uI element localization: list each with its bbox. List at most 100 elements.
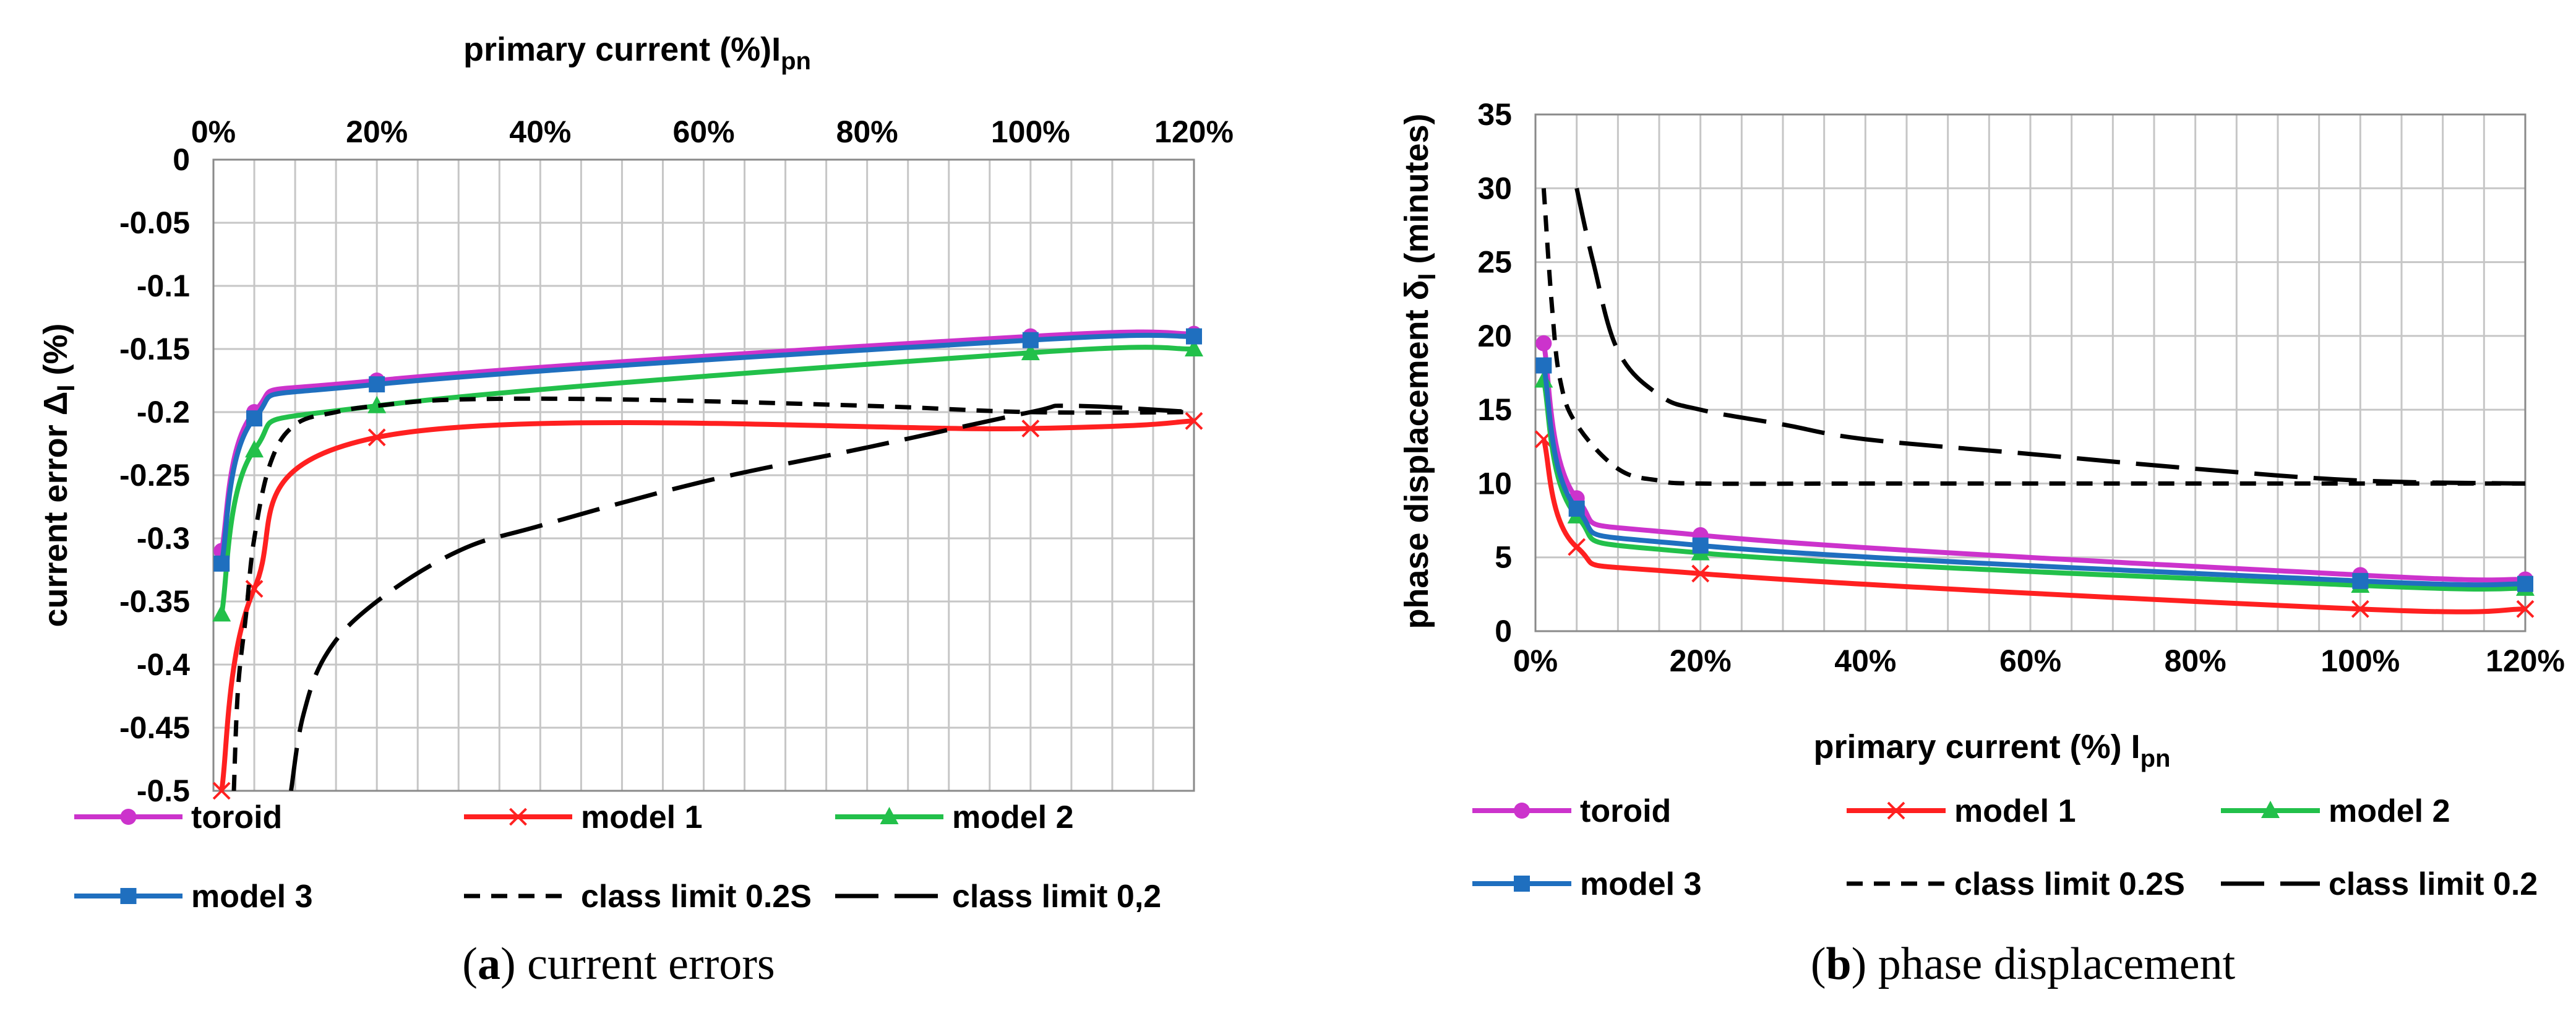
y-tick-label: -0.35 xyxy=(119,584,190,619)
legend-item-class-limit-0-2s: class limit 0.2S xyxy=(464,879,812,915)
series-line-model-2 xyxy=(219,345,1194,615)
data-point-model-3 xyxy=(1022,332,1039,348)
data-point-model-2 xyxy=(1021,343,1040,361)
y-tick-label: -0.05 xyxy=(119,205,190,240)
panel-phase-displacement: 0% 20% 40% 60% 80% 100% 120% 0 5 10 15 20 25 30 35 pr… xyxy=(1398,97,2565,989)
y-tick-labels-a: 0 -0.05 -0.1 -0.15 -0.2 -0.25 -0.3 -0.35 -0.4 -0.… xyxy=(119,142,190,808)
series-line-class-limit-0-2 xyxy=(289,403,1194,791)
x-tick-label: 0% xyxy=(191,114,236,149)
y-tick-label: -0.3 xyxy=(137,521,190,556)
legend-label: class limit 0,2 xyxy=(952,879,1161,915)
y-tick-label: -0.1 xyxy=(137,269,190,303)
legend-label: class limit 0.2 xyxy=(2329,866,2538,902)
data-point-model-1 xyxy=(2351,600,2369,618)
legend-label: model 3 xyxy=(1580,866,1702,902)
series-line-toroid xyxy=(1541,342,2525,583)
legend-label: class limit 0.2S xyxy=(1954,866,2185,902)
legend-item-class-limit-0-2: class limit 0.2 xyxy=(2221,866,2538,902)
y-tick-label: 10 xyxy=(1477,466,1512,501)
x-tick-label: 120% xyxy=(2486,644,2565,678)
x-tick-label: 100% xyxy=(2321,644,2400,678)
y-tick-label: 15 xyxy=(1477,392,1512,427)
y-tick-label: -0.15 xyxy=(119,332,190,366)
legend-label: model 2 xyxy=(952,799,1074,835)
data-point-model-2 xyxy=(1185,339,1203,356)
y-axis-title-b: phase displacement δI (minutes) xyxy=(1398,113,1441,629)
series-line-class-limit-0-2s xyxy=(1541,188,2525,486)
series-model-1 xyxy=(212,411,1203,800)
legend-item-model-1: model 1 xyxy=(464,799,703,835)
series-line-class-limit-0-2 xyxy=(1574,187,2525,486)
data-point-model-3 xyxy=(1535,357,1552,374)
data-point-model-1 xyxy=(2516,600,2535,618)
x-tick-label: 40% xyxy=(509,114,571,149)
legend-marker xyxy=(880,807,899,824)
legend-marker xyxy=(120,809,137,825)
legend-item-class-limit-0-2s: class limit 0.2S xyxy=(1847,866,2185,902)
legend-item-toroid: toroid xyxy=(74,799,282,835)
data-point-model-3 xyxy=(2517,575,2533,592)
series-model-3 xyxy=(213,328,1202,572)
plot-frame-b xyxy=(1534,113,2527,632)
legend-marker xyxy=(2261,801,2280,818)
y-tick-label: -0.45 xyxy=(119,710,190,745)
legend-marker xyxy=(509,808,527,826)
data-point-model-1 xyxy=(1185,411,1203,430)
legend-b: toroid model 1 model 2 model 3 class limit 0… xyxy=(1472,793,2538,902)
data-point-model-1 xyxy=(1568,538,1586,556)
series-class-limit-0-2 xyxy=(289,403,1194,791)
data-point-model-1 xyxy=(212,782,231,800)
legend-a: toroid model 1 model 2 model 3 class limit 0… xyxy=(74,799,1161,915)
legend-label: toroid xyxy=(1580,793,1671,829)
legend-marker xyxy=(1514,803,1530,819)
legend-marker xyxy=(1514,876,1530,892)
series-class-limit-0-2s xyxy=(231,396,1194,791)
data-point-model-3 xyxy=(369,376,385,393)
x-axis-title-b: primary current (%) Ipn xyxy=(1813,728,2170,772)
y-tick-label: -0.2 xyxy=(137,395,190,429)
data-point-toroid xyxy=(1535,335,1552,351)
y-tick-labels-b: 0 5 10 15 20 25 30 35 xyxy=(1477,97,1512,648)
x-tick-label: 100% xyxy=(991,114,1070,149)
data-point-model-3 xyxy=(1568,500,1585,517)
legend-item-model-2: model 2 xyxy=(835,799,1074,835)
x-tick-labels-b: 0% 20% 40% 60% 80% 100% 120% xyxy=(1513,644,2565,678)
legend-label: model 3 xyxy=(191,879,313,915)
y-tick-label: -0.25 xyxy=(119,458,190,493)
legend-item-class-limit-0-2: class limit 0,2 xyxy=(835,879,1161,915)
series-line-class-limit-0-2s xyxy=(231,396,1194,791)
y-tick-label: -0.5 xyxy=(137,773,190,808)
legend-label: model 1 xyxy=(581,799,703,835)
series-class-limit-0-2s xyxy=(1541,188,2525,486)
series-model-1 xyxy=(1534,430,2535,618)
legend-label: model 2 xyxy=(2329,793,2450,829)
x-tick-label: 20% xyxy=(346,114,408,149)
data-point-model-3 xyxy=(1692,537,1709,554)
y-axis-title-a: current error ΔI (%) xyxy=(37,323,80,627)
legend-item-model-3: model 3 xyxy=(1472,866,1702,902)
data-point-model-3 xyxy=(1186,328,1202,345)
legend-label: model 1 xyxy=(1954,793,2076,829)
x-tick-label: 0% xyxy=(1513,644,1558,678)
legend-item-model-2: model 2 xyxy=(2221,793,2450,829)
y-tick-label: 5 xyxy=(1495,540,1512,575)
panel-current-errors: 0% 20% 40% 60% 80% 100% 120% 0 -0.05 -0.1 -0.15 -0… xyxy=(37,31,1234,989)
legend-marker xyxy=(1887,801,1905,820)
data-point-model-1 xyxy=(367,428,386,447)
plot-frame-a xyxy=(212,158,1195,792)
series-group-a xyxy=(212,325,1203,800)
x-tick-labels-a: 0% 20% 40% 60% 80% 100% 120% xyxy=(191,114,1234,149)
data-point-model-3 xyxy=(2352,572,2369,589)
series-class-limit-0-2 xyxy=(1574,187,2525,486)
data-point-model-3 xyxy=(213,555,230,572)
x-tick-label: 60% xyxy=(1999,644,2061,678)
legend-item-toroid: toroid xyxy=(1472,793,1671,829)
data-point-model-2 xyxy=(245,440,264,458)
data-point-model-2 xyxy=(212,604,231,622)
data-point-model-3 xyxy=(246,410,263,427)
caption-a: (a) current errors xyxy=(462,939,775,989)
series-model-3 xyxy=(1535,357,2533,592)
x-tick-label: 40% xyxy=(1834,644,1896,678)
caption-b: (b) phase displacement xyxy=(1811,939,2236,989)
